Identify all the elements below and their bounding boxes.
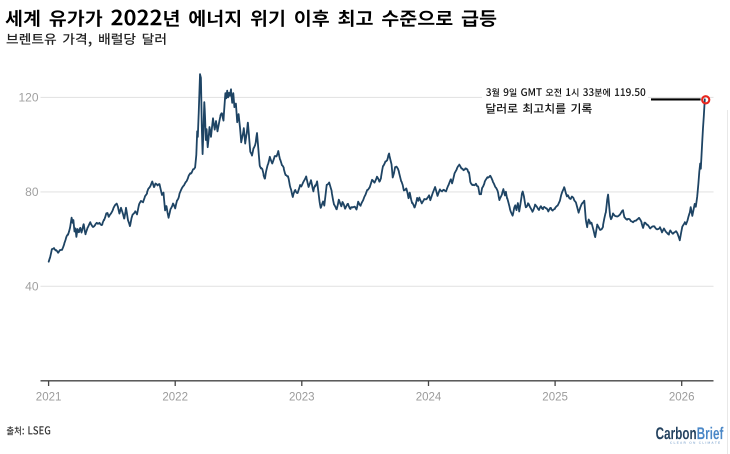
svg-text:2022: 2022 <box>162 392 188 404</box>
svg-text:2023: 2023 <box>289 392 315 404</box>
svg-text:40: 40 <box>25 280 39 294</box>
svg-text:80: 80 <box>25 185 39 199</box>
svg-text:2026: 2026 <box>669 392 695 404</box>
svg-text:2024: 2024 <box>416 392 442 404</box>
svg-text:120: 120 <box>18 91 38 105</box>
svg-text:2025: 2025 <box>542 392 568 404</box>
svg-text:2021: 2021 <box>36 392 62 404</box>
